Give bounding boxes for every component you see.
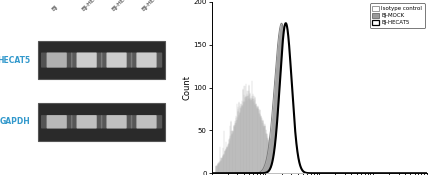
FancyBboxPatch shape — [71, 115, 102, 128]
FancyBboxPatch shape — [101, 52, 132, 68]
FancyBboxPatch shape — [46, 52, 67, 68]
Text: BJ-HECAT5-3: BJ-HECAT5-3 — [141, 0, 172, 12]
Text: BJ-HECAT5-1: BJ-HECAT5-1 — [81, 0, 112, 12]
FancyBboxPatch shape — [106, 52, 126, 68]
Y-axis label: Count: Count — [182, 75, 191, 100]
FancyBboxPatch shape — [136, 52, 156, 68]
Bar — [38, 103, 165, 141]
FancyBboxPatch shape — [46, 115, 67, 128]
FancyBboxPatch shape — [71, 52, 102, 68]
Text: BJ-HECAT5-2: BJ-HECAT5-2 — [111, 0, 142, 12]
FancyBboxPatch shape — [101, 115, 132, 128]
FancyBboxPatch shape — [130, 52, 162, 68]
FancyBboxPatch shape — [77, 115, 96, 128]
FancyBboxPatch shape — [41, 52, 72, 68]
FancyBboxPatch shape — [106, 115, 126, 128]
Text: GAPDH: GAPDH — [0, 117, 31, 126]
Legend: Isotype control, BJ-MOCK, BJ-HECAT5: Isotype control, BJ-MOCK, BJ-HECAT5 — [369, 4, 424, 28]
FancyBboxPatch shape — [77, 52, 96, 68]
Bar — [38, 41, 165, 79]
FancyBboxPatch shape — [41, 115, 72, 128]
Text: BJ: BJ — [51, 4, 59, 12]
FancyBboxPatch shape — [136, 115, 156, 128]
FancyBboxPatch shape — [130, 115, 162, 128]
Text: HECAT5: HECAT5 — [0, 55, 31, 65]
